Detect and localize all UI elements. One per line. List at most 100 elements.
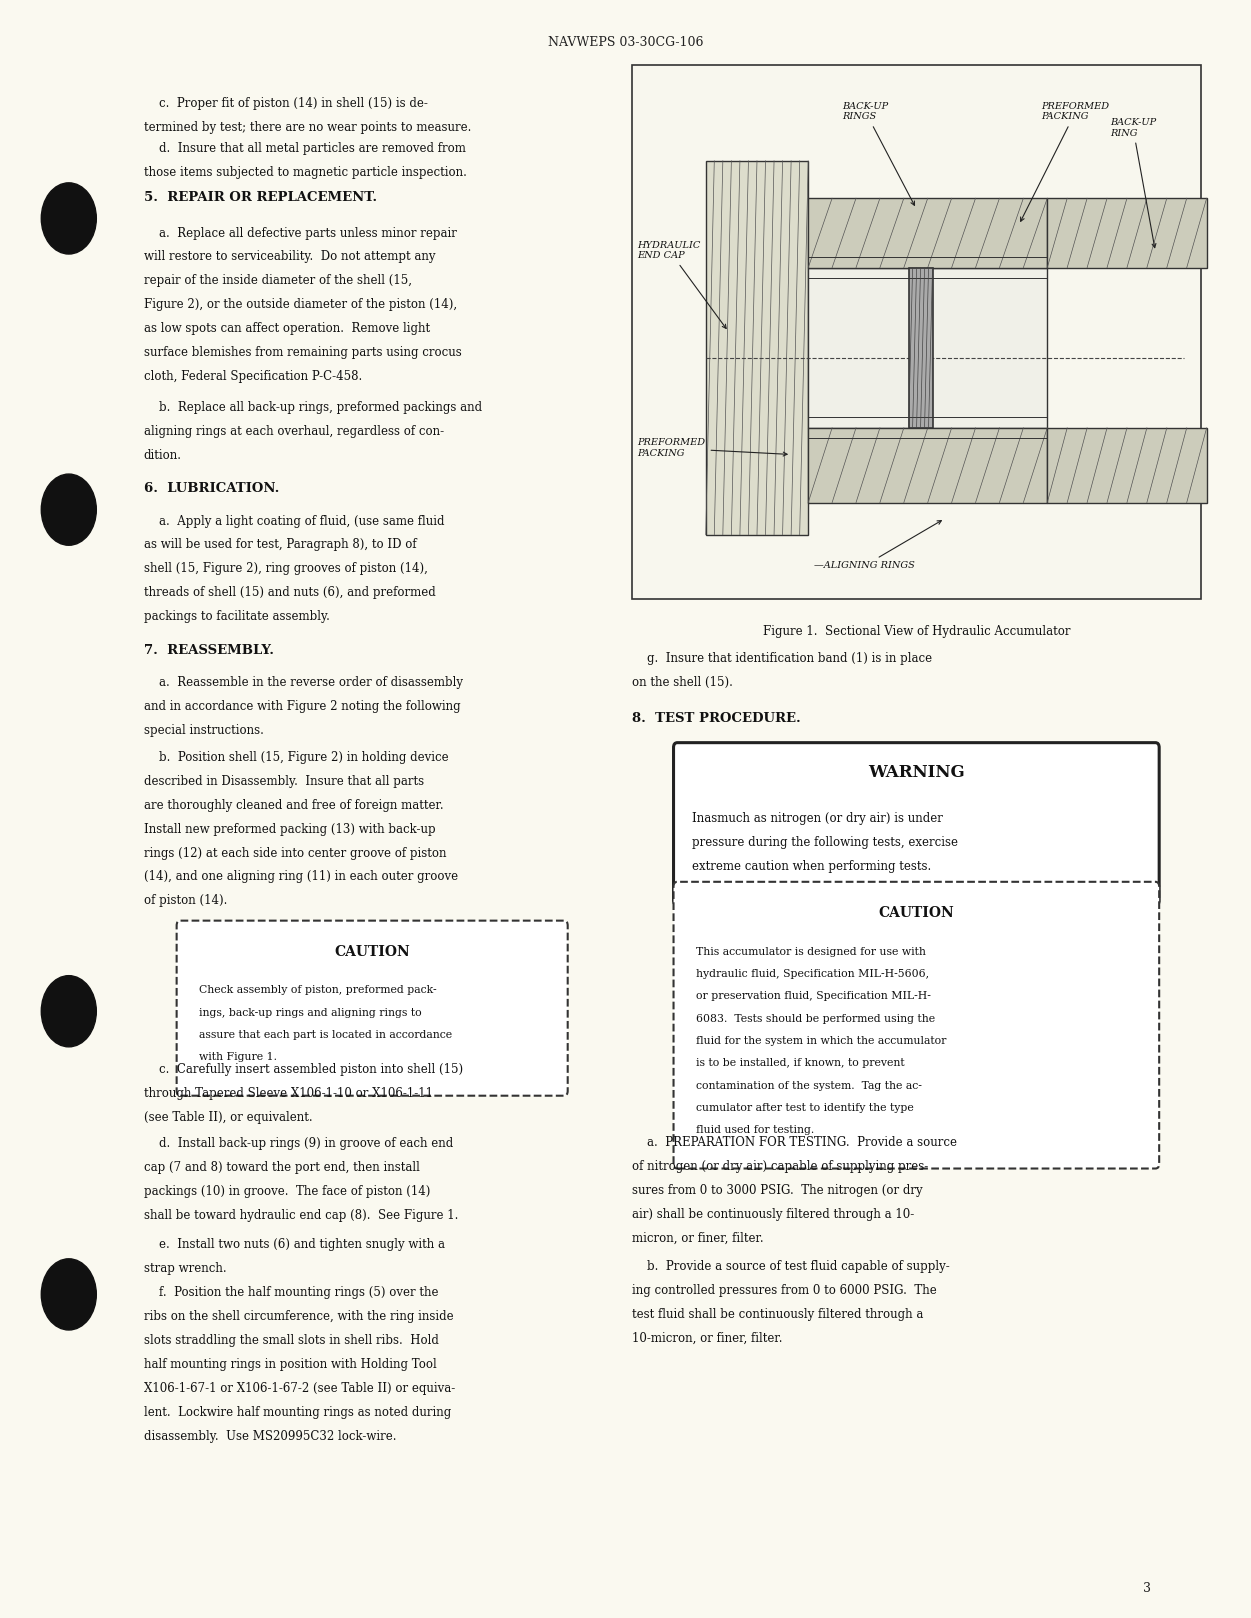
Text: packings (10) in groove.  The face of piston (14): packings (10) in groove. The face of pis…: [144, 1186, 430, 1199]
FancyBboxPatch shape: [673, 743, 1160, 904]
Text: shell (15, Figure 2), ring grooves of piston (14),: shell (15, Figure 2), ring grooves of pi…: [144, 563, 428, 576]
Text: Check assembly of piston, preformed pack-: Check assembly of piston, preformed pack…: [199, 985, 437, 995]
Text: rings (12) at each side into center groove of piston: rings (12) at each side into center groo…: [144, 846, 447, 859]
Bar: [632, 65, 1201, 599]
Text: c.  Carefully insert assembled piston into shell (15): c. Carefully insert assembled piston int…: [144, 1063, 463, 1076]
Text: slots straddling the small slots in shell ribs.  Hold: slots straddling the small slots in shel…: [144, 1335, 439, 1348]
Text: Figure 2), or the outside diameter of the piston (14),: Figure 2), or the outside diameter of th…: [144, 298, 457, 311]
Circle shape: [41, 474, 96, 545]
FancyBboxPatch shape: [673, 882, 1160, 1168]
Text: pressure during the following tests, exercise: pressure during the following tests, exe…: [692, 837, 958, 849]
Text: aligning rings at each overhaul, regardless of con-: aligning rings at each overhaul, regardl…: [144, 426, 444, 438]
Text: Figure 1.  Sectional View of Hydraulic Accumulator: Figure 1. Sectional View of Hydraulic Ac…: [763, 625, 1070, 637]
Text: b.  Replace all back-up rings, preformed packings and: b. Replace all back-up rings, preformed …: [144, 401, 482, 414]
Text: (see Table II), or equivalent.: (see Table II), or equivalent.: [144, 1112, 313, 1125]
Text: micron, or finer, filter.: micron, or finer, filter.: [632, 1231, 763, 1244]
Text: surface blemishes from remaining parts using crocus: surface blemishes from remaining parts u…: [144, 346, 462, 359]
Text: with Figure 1.: with Figure 1.: [199, 1052, 278, 1063]
Text: a.  Apply a light coating of fluid, (use same fluid: a. Apply a light coating of fluid, (use …: [144, 515, 444, 527]
Text: Install new preformed packing (13) with back-up: Install new preformed packing (13) with …: [144, 822, 435, 835]
Text: This accumulator is designed for use with: This accumulator is designed for use wit…: [696, 947, 926, 956]
Text: of piston (14).: of piston (14).: [144, 895, 228, 908]
Text: air) shall be continuously filtered through a 10-: air) shall be continuously filtered thro…: [632, 1207, 914, 1220]
Text: of nitrogen (or dry air) capable of supplying pres-: of nitrogen (or dry air) capable of supp…: [632, 1160, 928, 1173]
Text: 10-micron, or finer, filter.: 10-micron, or finer, filter.: [632, 1332, 782, 1345]
Text: will restore to serviceability.  Do not attempt any: will restore to serviceability. Do not a…: [144, 251, 435, 264]
Text: d.  Install back-up rings (9) in groove of each end: d. Install back-up rings (9) in groove o…: [144, 1137, 453, 1150]
Text: b.  Position shell (15, Figure 2) in holding device: b. Position shell (15, Figure 2) in hold…: [144, 751, 449, 764]
Text: extreme caution when performing tests.: extreme caution when performing tests.: [692, 861, 932, 874]
Text: 7.  REASSEMBLY.: 7. REASSEMBLY.: [144, 644, 274, 657]
Text: cloth, Federal Specification P-C-458.: cloth, Federal Specification P-C-458.: [144, 371, 362, 383]
Text: 5.  REPAIR OR REPLACEMENT.: 5. REPAIR OR REPLACEMENT.: [144, 191, 377, 204]
Text: CAUTION: CAUTION: [334, 945, 410, 959]
Text: termined by test; there are no wear points to measure.: termined by test; there are no wear poin…: [144, 121, 472, 134]
Text: hydraulic fluid, Specification MIL-H-5606,: hydraulic fluid, Specification MIL-H-560…: [696, 969, 929, 979]
Text: ribs on the shell circumference, with the ring inside: ribs on the shell circumference, with th…: [144, 1311, 454, 1324]
Text: 6.  LUBRICATION.: 6. LUBRICATION.: [144, 482, 279, 495]
Text: WARNING: WARNING: [868, 764, 965, 781]
Text: a.  Reassemble in the reverse order of disassembly: a. Reassemble in the reverse order of di…: [144, 676, 463, 689]
Text: half mounting rings in position with Holding Tool: half mounting rings in position with Hol…: [144, 1358, 437, 1370]
Text: b.  Provide a source of test fluid capable of supply-: b. Provide a source of test fluid capabl…: [632, 1260, 950, 1273]
Text: described in Disassembly.  Insure that all parts: described in Disassembly. Insure that al…: [144, 775, 424, 788]
Text: NAVWEPS 03-30CG-106: NAVWEPS 03-30CG-106: [548, 36, 703, 49]
Text: disassembly.  Use MS20995C32 lock-wire.: disassembly. Use MS20995C32 lock-wire.: [144, 1430, 397, 1443]
Text: as will be used for test, Paragraph 8), to ID of: as will be used for test, Paragraph 8), …: [144, 539, 417, 552]
Text: ings, back-up rings and aligning rings to: ings, back-up rings and aligning rings t…: [199, 1008, 422, 1018]
Text: CAUTION: CAUTION: [878, 906, 955, 921]
Circle shape: [41, 183, 96, 254]
Text: threads of shell (15) and nuts (6), and preformed: threads of shell (15) and nuts (6), and …: [144, 586, 435, 599]
Text: strap wrench.: strap wrench.: [144, 1262, 226, 1275]
Text: g.  Insure that identification band (1) is in place: g. Insure that identification band (1) i…: [632, 652, 932, 665]
Text: Inasmuch as nitrogen (or dry air) is under: Inasmuch as nitrogen (or dry air) is und…: [692, 812, 943, 825]
Text: 6083.  Tests should be performed using the: 6083. Tests should be performed using th…: [696, 1013, 936, 1024]
Text: on the shell (15).: on the shell (15).: [632, 676, 733, 689]
Text: packings to facilitate assembly.: packings to facilitate assembly.: [144, 610, 330, 623]
Text: d.  Insure that all metal particles are removed from: d. Insure that all metal particles are r…: [144, 142, 465, 155]
Text: fluid for the system in which the accumulator: fluid for the system in which the accumu…: [696, 1036, 947, 1045]
Text: sures from 0 to 3000 PSIG.  The nitrogen (or dry: sures from 0 to 3000 PSIG. The nitrogen …: [632, 1184, 922, 1197]
Text: BACK-UP
RINGS: BACK-UP RINGS: [842, 102, 914, 205]
Text: is to be installed, if known, to prevent: is to be installed, if known, to prevent: [696, 1058, 904, 1068]
Text: X106-1-67-1 or X106-1-67-2 (see Table II) or equiva-: X106-1-67-1 or X106-1-67-2 (see Table II…: [144, 1382, 455, 1395]
Text: PREFORMED
PACKING: PREFORMED PACKING: [1021, 102, 1110, 222]
Text: a.  Replace all defective parts unless minor repair: a. Replace all defective parts unless mi…: [144, 227, 457, 239]
Text: cumulator after test to identify the type: cumulator after test to identify the typ…: [696, 1103, 913, 1113]
Text: PREFORMED
PACKING: PREFORMED PACKING: [638, 438, 787, 458]
Bar: [1047, 427, 1207, 503]
Text: cap (7 and 8) toward the port end, then install: cap (7 and 8) toward the port end, then …: [144, 1162, 420, 1175]
Text: (14), and one aligning ring (11) in each outer groove: (14), and one aligning ring (11) in each…: [144, 870, 458, 883]
Text: are thoroughly cleaned and free of foreign matter.: are thoroughly cleaned and free of forei…: [144, 799, 444, 812]
Text: a.  PREPARATION FOR TESTING.  Provide a source: a. PREPARATION FOR TESTING. Provide a so…: [632, 1136, 957, 1149]
FancyBboxPatch shape: [176, 921, 568, 1095]
Text: test fluid shall be continuously filtered through a: test fluid shall be continuously filtere…: [632, 1309, 923, 1322]
Bar: [808, 427, 1047, 503]
Text: 3: 3: [1143, 1582, 1151, 1595]
Text: f.  Position the half mounting rings (5) over the: f. Position the half mounting rings (5) …: [144, 1286, 438, 1299]
Text: lent.  Lockwire half mounting rings as noted during: lent. Lockwire half mounting rings as no…: [144, 1406, 452, 1419]
Text: those items subjected to magnetic particle inspection.: those items subjected to magnetic partic…: [144, 167, 467, 180]
Text: c.  Proper fit of piston (14) in shell (15) is de-: c. Proper fit of piston (14) in shell (1…: [144, 97, 428, 110]
Text: BACK-UP
RING: BACK-UP RING: [1110, 118, 1156, 248]
Text: 8.  TEST PROCEDURE.: 8. TEST PROCEDURE.: [632, 712, 801, 725]
Text: e.  Install two nuts (6) and tighten snugly with a: e. Install two nuts (6) and tighten snug…: [144, 1238, 445, 1251]
Text: through Tapered Sleeve X106-1-10 or X106-1-11: through Tapered Sleeve X106-1-10 or X106…: [144, 1087, 433, 1100]
Text: dition.: dition.: [144, 450, 181, 463]
Text: as low spots can affect operation.  Remove light: as low spots can affect operation. Remov…: [144, 322, 430, 335]
Text: ing controlled pressures from 0 to 6000 PSIG.  The: ing controlled pressures from 0 to 6000 …: [632, 1285, 937, 1298]
Text: —ALIGNING RINGS: —ALIGNING RINGS: [814, 521, 941, 570]
Text: assure that each part is located in accordance: assure that each part is located in acco…: [199, 1031, 453, 1040]
Text: HYDRAULIC
END CAP: HYDRAULIC END CAP: [638, 241, 726, 328]
Bar: [1047, 199, 1207, 267]
Text: repair of the inside diameter of the shell (15,: repair of the inside diameter of the she…: [144, 275, 412, 288]
Circle shape: [41, 976, 96, 1047]
Text: shall be toward hydraulic end cap (8).  See Figure 1.: shall be toward hydraulic end cap (8). S…: [144, 1209, 458, 1222]
Text: or preservation fluid, Specification MIL-H-: or preservation fluid, Specification MIL…: [696, 992, 931, 1002]
Bar: [808, 267, 1047, 427]
Text: and in accordance with Figure 2 noting the following: and in accordance with Figure 2 noting t…: [144, 701, 460, 714]
Text: fluid used for testing.: fluid used for testing.: [696, 1125, 814, 1136]
Bar: [808, 199, 1047, 267]
Circle shape: [41, 1259, 96, 1330]
Bar: [706, 160, 808, 534]
